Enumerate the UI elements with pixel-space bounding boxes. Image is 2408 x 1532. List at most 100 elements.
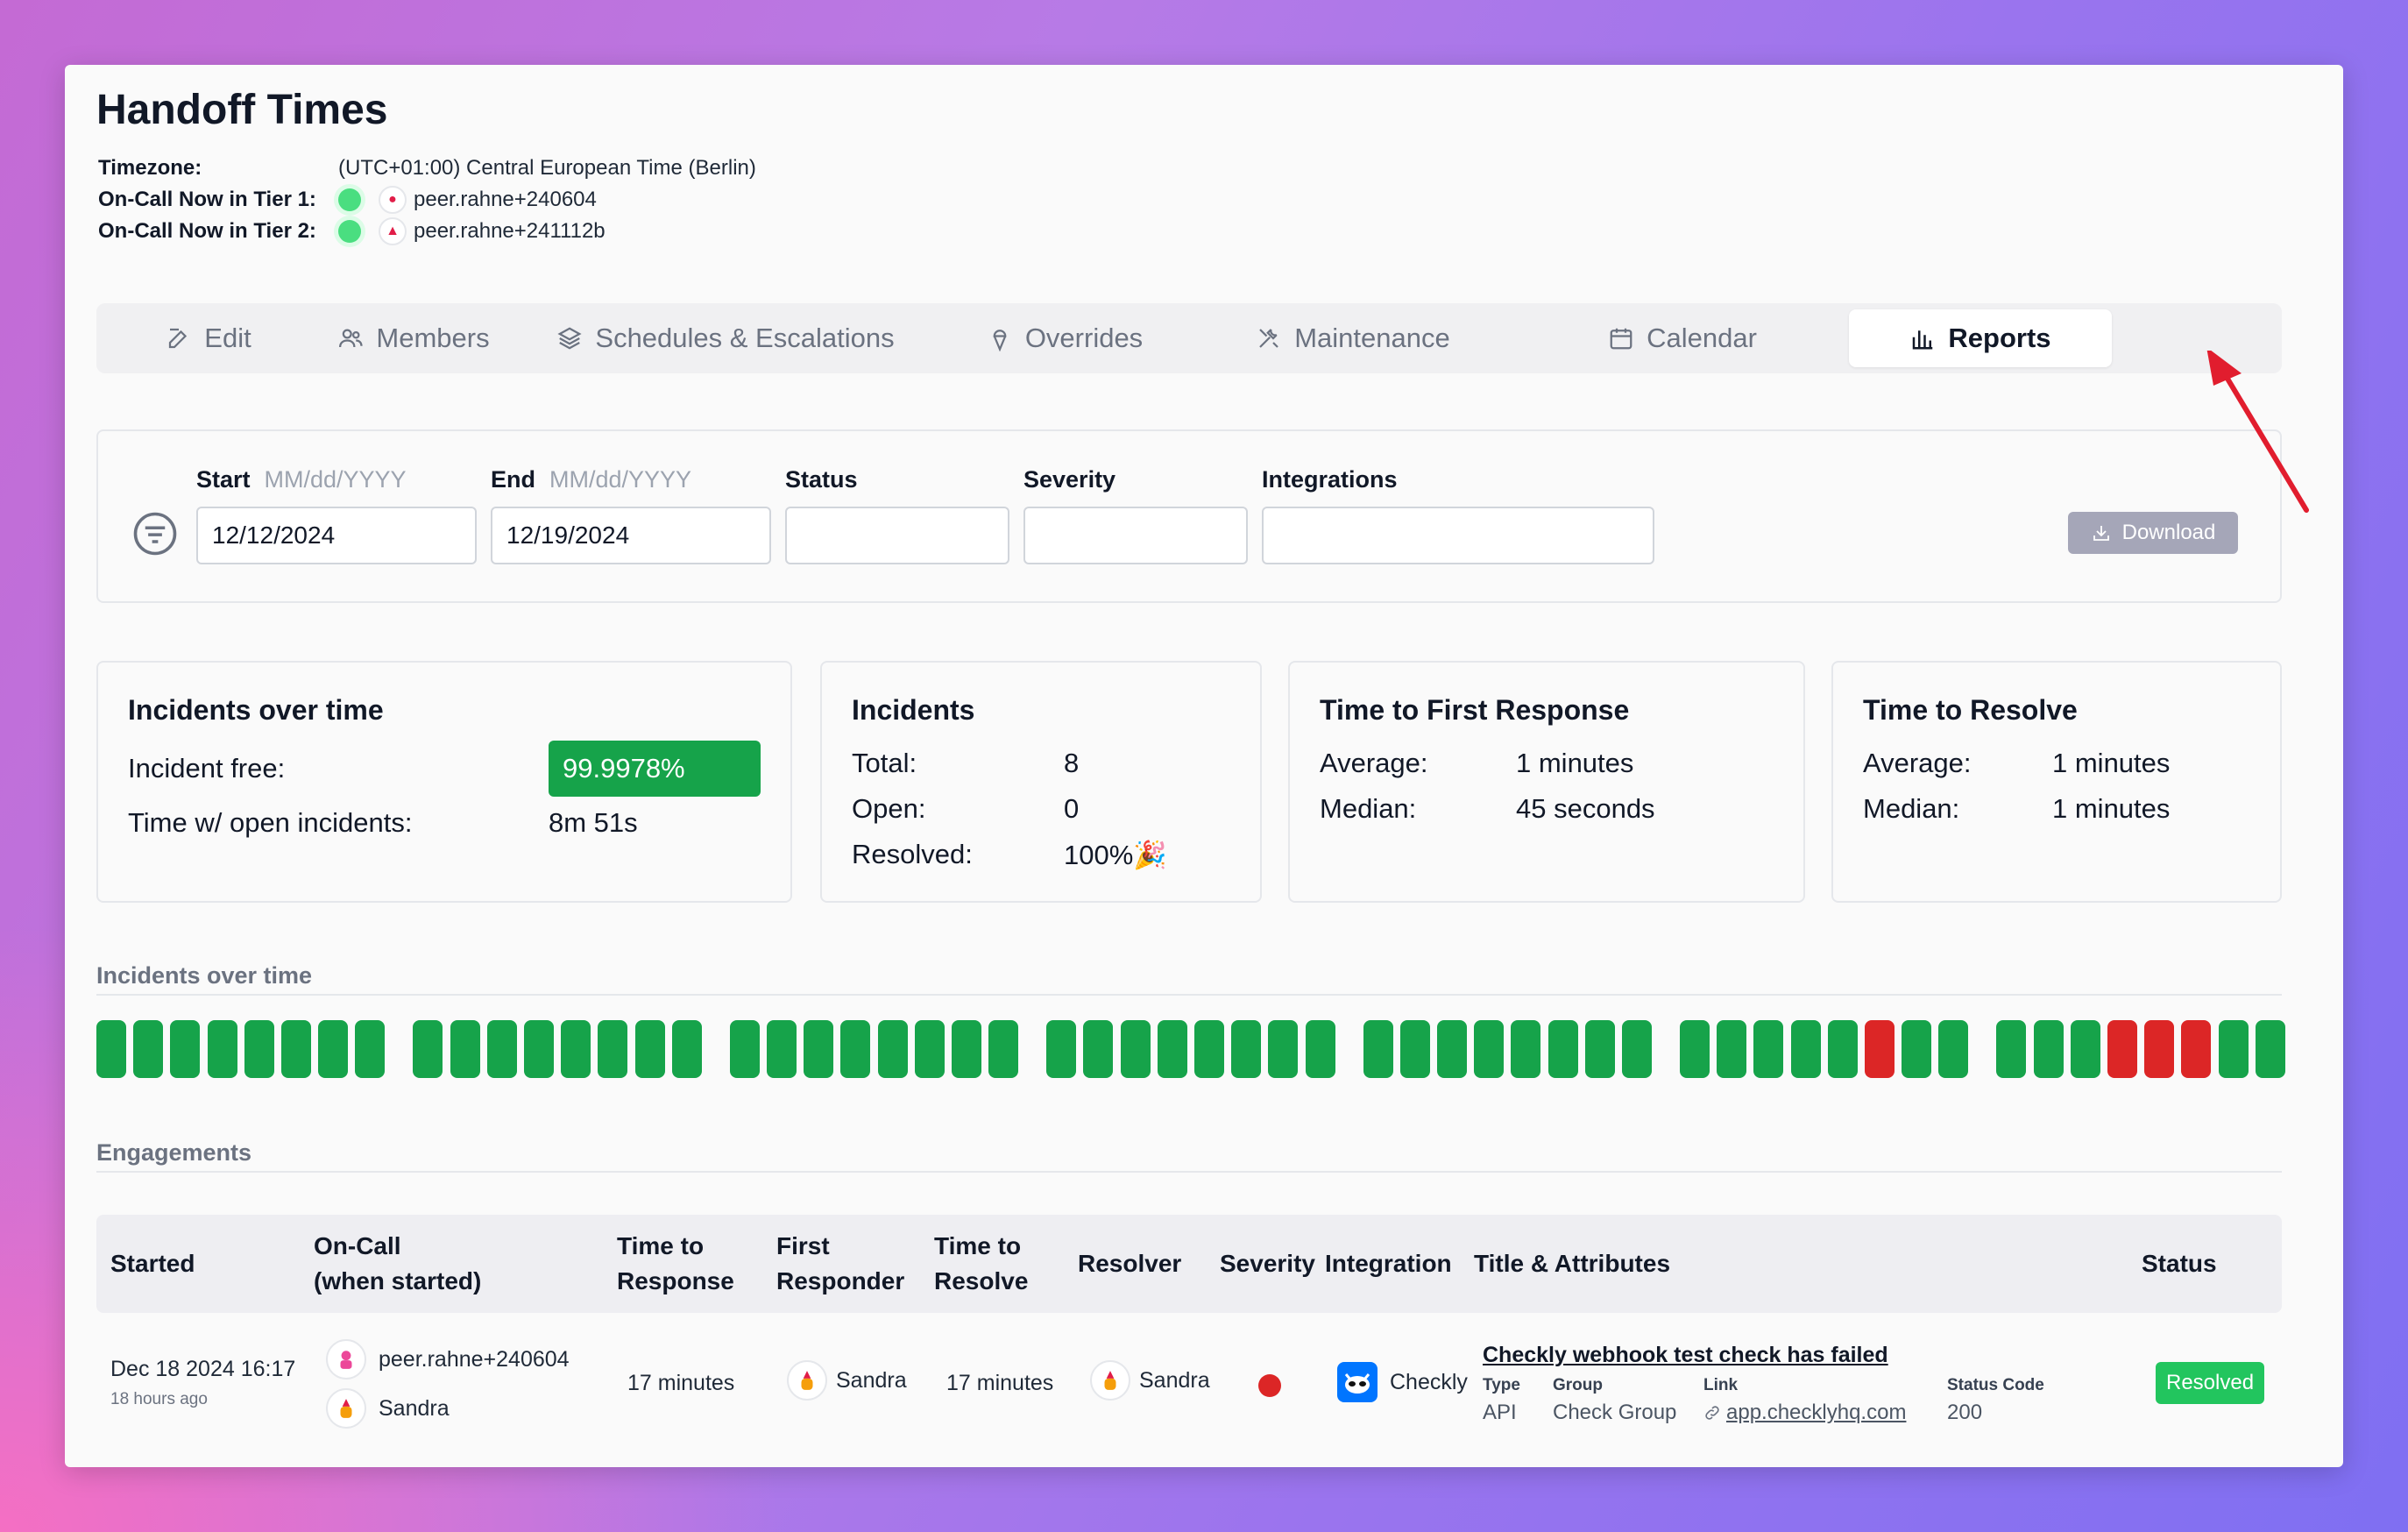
col-oncall[interactable]: On-Call (when started) [314, 1229, 481, 1299]
timeline-bar-ok[interactable] [1753, 1020, 1784, 1078]
timeline-bar-ok[interactable] [598, 1020, 628, 1078]
timeline-bar-ok[interactable] [355, 1020, 386, 1078]
timeline-bar-ok[interactable] [729, 1020, 760, 1078]
incident-title-link[interactable]: Checkly webhook test check has failed [1483, 1343, 1888, 1367]
tab-label: Maintenance [1294, 323, 1450, 353]
timeline-bar-ok[interactable] [1902, 1020, 1932, 1078]
timeline-bar-ok[interactable] [1680, 1020, 1710, 1078]
timeline-bar-ok[interactable] [877, 1020, 908, 1078]
tab-maintenance[interactable]: Maintenance [1190, 309, 1516, 367]
timeline-bar-ok[interactable] [1157, 1020, 1187, 1078]
timeline-bar-ok[interactable] [988, 1020, 1019, 1078]
attr-link-value[interactable]: app.checklyhq.com [1726, 1401, 1907, 1424]
tab-calendar[interactable]: Calendar [1516, 309, 1849, 367]
col-resolver[interactable]: Resolver [1078, 1250, 1182, 1277]
timeline-bar-ok[interactable] [524, 1020, 554, 1078]
timeline-bar-incident[interactable] [2181, 1020, 2212, 1078]
timeline-bar-ok[interactable] [1622, 1020, 1652, 1078]
col-severity[interactable]: Severity [1220, 1250, 1315, 1277]
col-title-attributes[interactable]: Title & Attributes [1474, 1250, 1671, 1277]
first-response-card: Time to First Response Average: 1 minutes… [1288, 661, 1805, 903]
timeline-bar-ok[interactable] [2218, 1020, 2249, 1078]
timeline-bar-ok[interactable] [1511, 1020, 1541, 1078]
integrations-select[interactable] [1262, 507, 1654, 564]
timeline-bar-ok[interactable] [1474, 1020, 1505, 1078]
severity-select[interactable] [1023, 507, 1248, 564]
first-responder[interactable]: Sandra [787, 1360, 907, 1401]
col-first-responder[interactable]: First Responder [776, 1229, 904, 1299]
start-date-group: Start MM/dd/YYYY 12/12/2024 [196, 466, 477, 564]
timeline-bar-ok[interactable] [804, 1020, 834, 1078]
col-time-to-resolve[interactable]: Time to Resolve [934, 1229, 1028, 1299]
timeline-bar-ok[interactable] [413, 1020, 443, 1078]
filter-icon[interactable] [131, 510, 179, 557]
timeline-bar-ok[interactable] [1717, 1020, 1747, 1078]
timeline-bar-ok[interactable] [952, 1020, 981, 1078]
timeline-bar-ok[interactable] [1268, 1020, 1299, 1078]
tier1-user[interactable]: peer.rahne+240604 [414, 188, 597, 211]
timeline-bar-ok[interactable] [840, 1020, 871, 1078]
timeline-bar-ok[interactable] [1584, 1020, 1615, 1078]
timeline-bar-ok[interactable] [1399, 1020, 1430, 1078]
tab-reports[interactable]: Reports [1849, 309, 2112, 367]
download-button[interactable]: Download [2068, 512, 2238, 554]
oncall-user-2[interactable]: Sandra [326, 1388, 450, 1429]
tab-schedules-escalations[interactable]: Schedules & Escalations [512, 309, 939, 367]
tab-members[interactable]: Members [315, 309, 512, 367]
timeline-bar-ok[interactable] [486, 1020, 517, 1078]
timeline-bar-ok[interactable] [281, 1020, 311, 1078]
status-select[interactable] [785, 507, 1009, 564]
tab-edit[interactable]: Edit [102, 309, 315, 367]
avatar [787, 1360, 827, 1401]
timeline-bar-ok[interactable] [96, 1020, 126, 1078]
col-started[interactable]: Started [110, 1250, 195, 1277]
timeline-bar-ok[interactable] [561, 1020, 591, 1078]
col-time-to-response[interactable]: Time to Response [617, 1229, 734, 1299]
timeline-bar-ok[interactable] [1083, 1020, 1114, 1078]
timeline-bar-ok[interactable] [671, 1020, 702, 1078]
oncall-user-1[interactable]: peer.rahne+240604 [326, 1339, 570, 1380]
col-integration[interactable]: Integration [1325, 1250, 1452, 1277]
timeline-bar-ok[interactable] [1231, 1020, 1262, 1078]
timeline-bar-incident[interactable] [1865, 1020, 1895, 1078]
timeline-bar-ok[interactable] [1194, 1020, 1224, 1078]
timeline-bar-ok[interactable] [318, 1020, 349, 1078]
timeline-bar-incident[interactable] [2107, 1020, 2137, 1078]
timeline-bar-ok[interactable] [1547, 1020, 1578, 1078]
tier2-user[interactable]: peer.rahne+241112b [414, 219, 606, 243]
start-date-input[interactable]: 12/12/2024 [196, 507, 477, 564]
timeline-bar-ok[interactable] [1305, 1020, 1335, 1078]
timeline-bar-ok[interactable] [450, 1020, 480, 1078]
timeline-bar-ok[interactable] [1790, 1020, 1821, 1078]
col-status[interactable]: Status [2142, 1250, 2217, 1277]
tier1-label: On-Call Now in Tier 1: [98, 188, 316, 211]
timeline-bar-ok[interactable] [1363, 1020, 1393, 1078]
timeline-bar-ok[interactable] [1938, 1020, 1969, 1078]
timeline-bar-ok[interactable] [1120, 1020, 1151, 1078]
timeline-bar-ok[interactable] [1996, 1020, 2027, 1078]
timeline-bar-ok[interactable] [2255, 1020, 2285, 1078]
timeline-bar-ok[interactable] [2070, 1020, 2100, 1078]
end-date-group: End MM/dd/YYYY 12/19/2024 [491, 466, 771, 564]
timeline-bar-ok[interactable] [1046, 1020, 1077, 1078]
timeline-bar-ok[interactable] [767, 1020, 797, 1078]
timeline-bar-incident[interactable] [2144, 1020, 2175, 1078]
integration[interactable]: Checkly [1337, 1362, 1468, 1402]
timeline-bar-ok[interactable] [170, 1020, 201, 1078]
timeline-bar-ok[interactable] [207, 1020, 237, 1078]
timeline-bar-ok[interactable] [634, 1020, 665, 1078]
timeline-bar-ok[interactable] [244, 1020, 274, 1078]
timeline-bar-ok[interactable] [2033, 1020, 2064, 1078]
end-date-input[interactable]: 12/19/2024 [491, 507, 771, 564]
timeline-bar-ok[interactable] [133, 1020, 164, 1078]
timeline-bar-ok[interactable] [914, 1020, 945, 1078]
timeline-bar-ok[interactable] [1437, 1020, 1467, 1078]
severity-group: Severity [1023, 466, 1248, 564]
attr-label: Link [1703, 1376, 1739, 1394]
tab-overrides[interactable]: Overrides [939, 309, 1190, 367]
resolver[interactable]: Sandra [1090, 1360, 1210, 1401]
resolved-label: Resolved: [852, 839, 973, 869]
timeline-bar-ok[interactable] [1827, 1020, 1858, 1078]
edit-icon [169, 328, 188, 349]
tab-label: Reports [1948, 323, 2051, 353]
